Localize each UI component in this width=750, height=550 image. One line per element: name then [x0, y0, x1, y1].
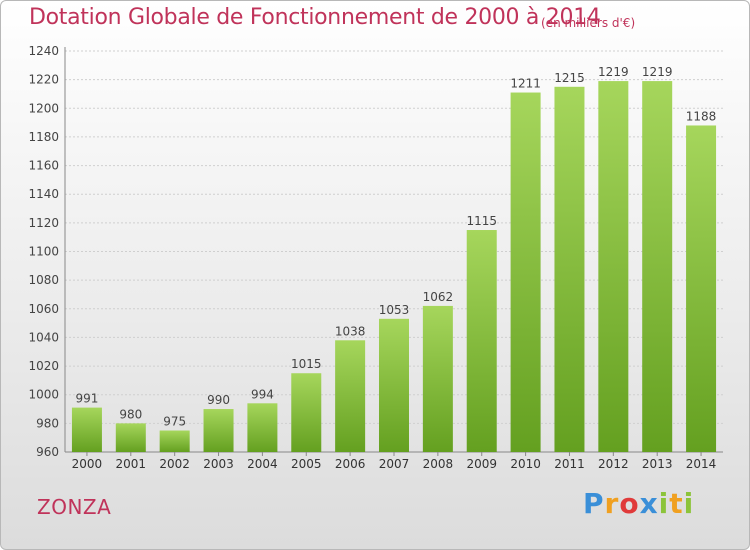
bar-2010: [510, 92, 541, 453]
x-tick-label: 2001: [116, 457, 147, 471]
logo-letter: x: [639, 487, 659, 520]
data-label: 994: [251, 387, 274, 401]
y-tick-label: 1020: [28, 359, 59, 373]
y-tick-label: 1220: [28, 73, 59, 87]
bar-2005: [291, 373, 322, 452]
chart-unit-label: (en milliers d'€): [541, 16, 636, 30]
y-tick-label: 1100: [28, 245, 59, 259]
logo-letter: t: [669, 487, 684, 520]
x-tick-label: 2011: [554, 457, 585, 471]
logo-letter: i: [658, 487, 670, 520]
x-tick-label: 2002: [159, 457, 190, 471]
logo-letter: r: [604, 487, 620, 520]
data-label: 1015: [291, 357, 322, 371]
x-tick-label: 2014: [686, 457, 717, 471]
commune-name: ZONZA: [37, 495, 112, 519]
data-label: 1062: [423, 290, 454, 304]
bar-2009: [466, 230, 497, 452]
logo-letter: i: [683, 487, 695, 520]
data-label: 975: [163, 415, 186, 429]
data-label: 980: [119, 407, 142, 421]
bar-2002: [159, 430, 190, 452]
y-tick-label: 1200: [28, 101, 59, 115]
data-label: 990: [207, 393, 230, 407]
x-tick-label: 2008: [423, 457, 454, 471]
x-tick-label: 2013: [642, 457, 673, 471]
data-label: 991: [75, 392, 98, 406]
bar-2007: [379, 318, 409, 452]
data-label: 1115: [466, 214, 497, 228]
y-tick-label: 1060: [28, 302, 59, 316]
data-label: 1215: [554, 71, 585, 85]
bar-2000: [71, 407, 102, 452]
y-tick-label: 1240: [28, 44, 59, 58]
x-tick-label: 2010: [510, 457, 541, 471]
data-label: 1053: [379, 303, 410, 317]
axes: 960 980 1000 1020 1040 1060 1080 1100 1120 1140 11…: [28, 44, 723, 471]
bar-2013: [642, 81, 673, 452]
data-label: 1219: [598, 65, 629, 79]
data-label: 1188: [686, 109, 717, 123]
y-tick-label: 1040: [28, 330, 59, 344]
x-tick-label: 2007: [379, 457, 410, 471]
proxiti-logo: Proxiti: [583, 487, 694, 520]
x-tick-label: 2000: [72, 457, 103, 471]
data-label: 1038: [335, 324, 366, 338]
bar-2012: [598, 81, 629, 452]
bar-2006: [335, 340, 366, 452]
bar-2008: [422, 305, 453, 452]
chart-title: Dotation Globale de Fonctionnement de 20…: [29, 5, 601, 30]
x-tick-label: 2012: [598, 457, 629, 471]
x-tick-label: 2004: [247, 457, 278, 471]
logo-letter: o: [619, 487, 640, 520]
bar-2003: [203, 409, 234, 452]
bar-2011: [554, 86, 585, 452]
y-tick-label: 1140: [28, 187, 59, 201]
y-tick-label: 1120: [28, 216, 59, 230]
y-tick-label: 980: [36, 416, 59, 430]
bar-2014: [686, 125, 717, 452]
y-tick-label: 1000: [28, 388, 59, 402]
bars: [71, 81, 717, 453]
logo-letter: P: [583, 487, 605, 520]
bar-2001: [115, 423, 146, 452]
x-tick-label: 2005: [291, 457, 322, 471]
x-tick-label: 2003: [203, 457, 234, 471]
x-tick-label: 2009: [466, 457, 497, 471]
bar-2004: [247, 403, 278, 452]
y-tick-label: 960: [36, 445, 59, 459]
data-labels: 991 980 975 990 994 1015 1038 1053 1062 1115 1211 1…: [75, 65, 716, 428]
y-tick-label: 1080: [28, 273, 59, 287]
y-tick-label: 1180: [28, 130, 59, 144]
data-label: 1219: [642, 65, 673, 79]
x-tick-label: 2006: [335, 457, 366, 471]
data-label: 1211: [510, 77, 541, 91]
y-tick-label: 1160: [28, 159, 59, 173]
